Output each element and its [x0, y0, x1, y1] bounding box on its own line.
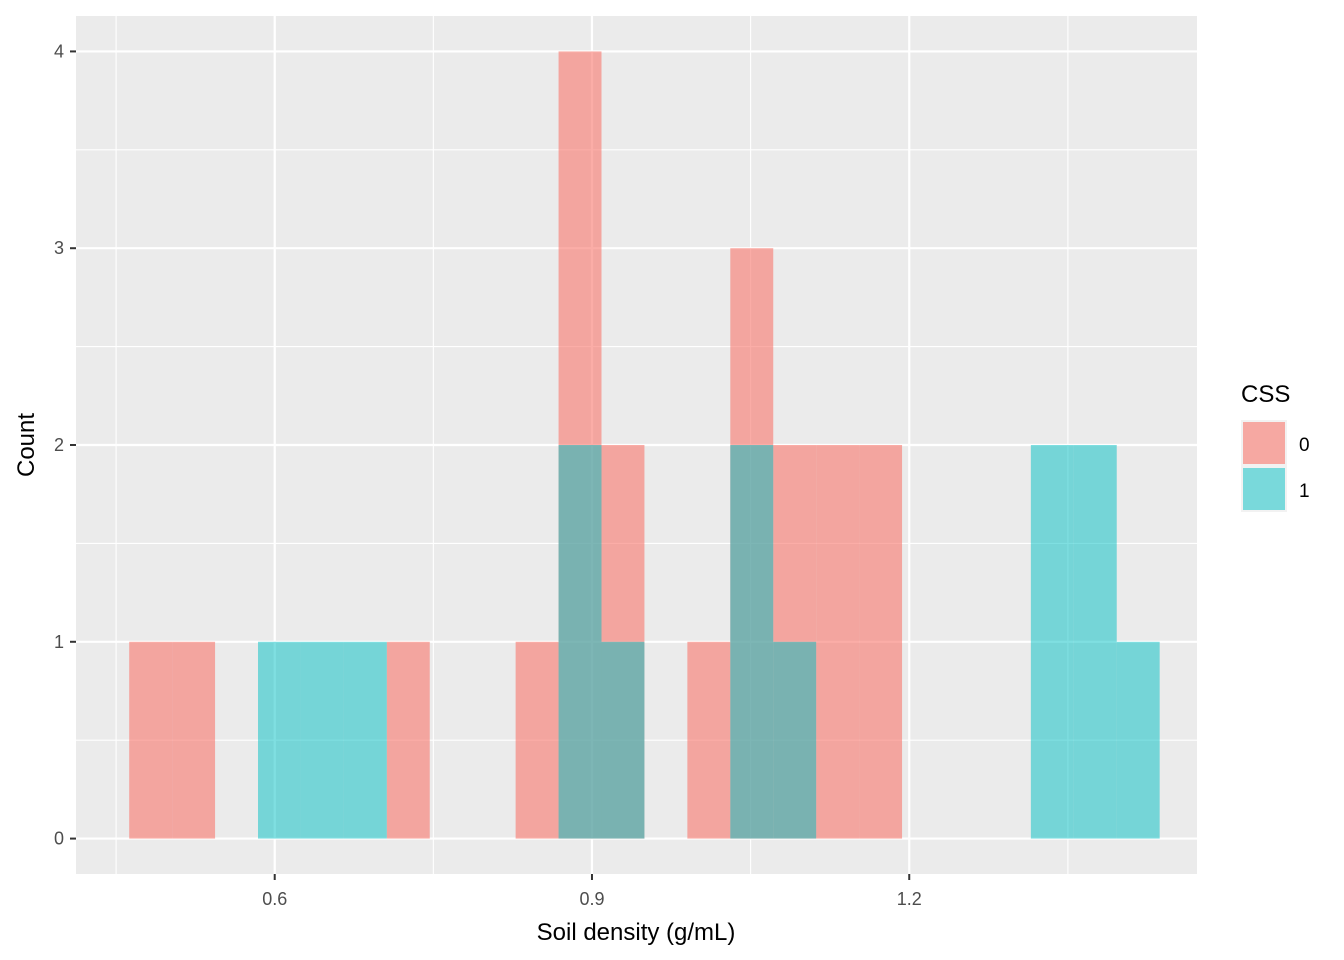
histogram-bar-css-0 — [859, 445, 903, 839]
histogram-bar-css-0 — [515, 641, 559, 839]
x-axis: 0.6 0.9 1.2 — [262, 874, 922, 909]
histogram-bar-css-1 — [300, 641, 344, 839]
legend-label-1: 1 — [1299, 481, 1310, 502]
y-tick-label: 0 — [54, 829, 64, 849]
y-tick-label: 1 — [54, 632, 64, 652]
histogram-bar-css-1 — [343, 641, 387, 839]
histogram-bar-css-0 — [386, 641, 430, 839]
histogram-bar-css-1 — [601, 641, 645, 839]
y-axis: 0 1 2 3 4 — [54, 41, 76, 849]
histogram-bar-css-1 — [773, 641, 817, 839]
histogram-bar-css-1 — [1030, 445, 1074, 839]
histogram-bar-css-0 — [172, 641, 216, 839]
legend-swatch-1 — [1243, 468, 1285, 510]
legend-title: CSS — [1241, 381, 1290, 408]
legend-swatch-0 — [1243, 422, 1285, 464]
x-tick-label: 0.6 — [262, 889, 287, 909]
histogram-bar-css-0 — [129, 641, 173, 839]
histogram-bar-css-1 — [258, 641, 301, 839]
histogram-bar-css-0 — [687, 641, 731, 839]
bars — [129, 51, 1160, 839]
y-tick-label: 2 — [54, 435, 64, 455]
histogram-bar-css-1 — [558, 445, 602, 839]
y-axis-title: Count — [13, 413, 40, 477]
histogram-bar-css-1 — [730, 445, 774, 839]
histogram-bar-css-0 — [816, 445, 860, 839]
histogram-bar-css-1 — [1073, 445, 1117, 839]
x-axis-title: Soil density (g/mL) — [537, 919, 736, 946]
x-tick-label: 0.9 — [579, 889, 604, 909]
legend: CSS 0 1 — [1241, 381, 1310, 512]
y-tick-label: 4 — [54, 41, 64, 61]
histogram-bar-css-1 — [1116, 641, 1160, 839]
y-tick-label: 3 — [54, 238, 64, 258]
x-tick-label: 1.2 — [897, 889, 922, 909]
legend-label-0: 0 — [1299, 435, 1310, 456]
